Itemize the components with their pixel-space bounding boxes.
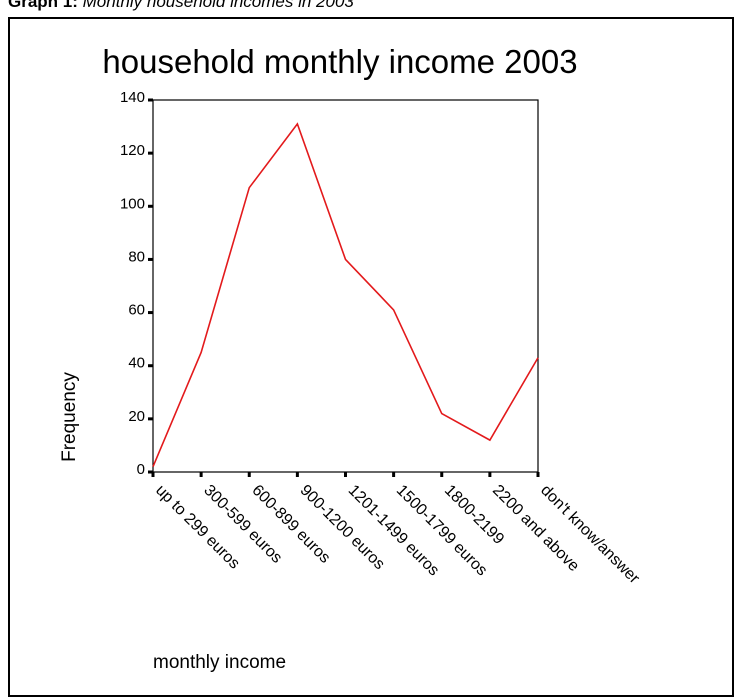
x-tick-label: 1201-1499 euros [345, 482, 443, 580]
figure-caption: Graph 1: Monthly household incomes in 20… [8, 0, 354, 12]
series-line [152, 122, 539, 467]
y-tick-label: 0 [137, 461, 145, 478]
y-tick-label: 60 [128, 302, 145, 319]
y-tick-label: 40 [128, 355, 145, 372]
y-tick-label: 140 [120, 89, 145, 106]
x-tick-label: up to 299 euros [152, 482, 243, 573]
x-tick-label: 900-1200 euros [297, 482, 388, 573]
y-tick-label: 20 [128, 408, 145, 425]
chart-title: household monthly income 2003 [102, 43, 577, 80]
x-tick-label: 1500-1799 euros [393, 482, 491, 580]
x-tick-label: 2200 and above [489, 482, 582, 575]
y-tick-label: 80 [128, 248, 145, 265]
y-axis-label: Frequency [59, 372, 80, 462]
caption-text: Monthly household incomes in 2003 [82, 0, 354, 11]
y-tick-label: 100 [120, 195, 145, 212]
plot-area [152, 99, 539, 473]
caption-label: Graph 1: [8, 0, 78, 11]
y-axis-ticks: 0 20 40 60 80 100 120 140 [120, 89, 153, 478]
x-axis-label: monthly income [153, 652, 286, 673]
y-tick-label: 120 [120, 142, 145, 159]
